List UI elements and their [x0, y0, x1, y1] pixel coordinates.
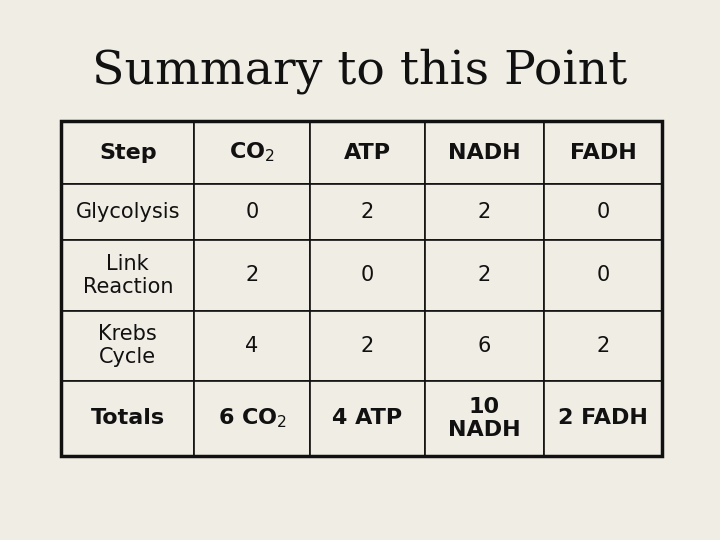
Bar	[310, 381, 425, 456]
Bar	[61, 122, 662, 456]
Text: 2: 2	[246, 265, 258, 286]
Text: 0: 0	[596, 202, 610, 222]
Text: 2: 2	[477, 265, 491, 286]
Text: 4: 4	[246, 335, 258, 356]
Text: FADH: FADH	[570, 143, 636, 163]
Text: Glycolysis: Glycolysis	[76, 202, 180, 222]
Text: 2: 2	[361, 335, 374, 356]
Bar	[544, 240, 662, 310]
Bar	[310, 184, 425, 240]
Text: 6: 6	[477, 335, 491, 356]
Text: NADH: NADH	[448, 143, 521, 163]
Text: Totals: Totals	[91, 408, 165, 429]
Text: 2: 2	[477, 202, 491, 222]
Text: Step: Step	[99, 143, 157, 163]
Bar	[425, 310, 544, 381]
Bar	[61, 122, 194, 184]
Text: CO$_2$: CO$_2$	[229, 141, 275, 164]
Text: 6 CO$_2$: 6 CO$_2$	[217, 407, 287, 430]
Text: 2: 2	[596, 335, 610, 356]
Text: 10
NADH: 10 NADH	[448, 397, 521, 440]
Bar	[194, 310, 310, 381]
Bar	[425, 122, 544, 184]
Bar	[544, 122, 662, 184]
Bar	[310, 122, 425, 184]
Bar	[61, 240, 194, 310]
Bar	[61, 184, 194, 240]
Bar	[194, 240, 310, 310]
Text: ATP: ATP	[343, 143, 391, 163]
Bar	[194, 122, 310, 184]
Text: 2 FADH: 2 FADH	[558, 408, 648, 429]
Bar	[544, 381, 662, 456]
Text: 0: 0	[596, 265, 610, 286]
Text: 0: 0	[361, 265, 374, 286]
Bar	[425, 240, 544, 310]
Bar	[425, 184, 544, 240]
Text: 0: 0	[246, 202, 258, 222]
Bar	[61, 310, 194, 381]
Text: 4 ATP: 4 ATP	[332, 408, 402, 429]
Bar	[425, 381, 544, 456]
Text: Link
Reaction: Link Reaction	[83, 254, 173, 297]
Bar	[544, 184, 662, 240]
Bar	[310, 310, 425, 381]
Bar	[194, 184, 310, 240]
Bar	[61, 381, 194, 456]
Bar	[310, 240, 425, 310]
Text: Krebs
Cycle: Krebs Cycle	[99, 324, 157, 367]
Bar	[544, 310, 662, 381]
Text: 2: 2	[361, 202, 374, 222]
Text: Summary to this Point: Summary to this Point	[92, 49, 628, 94]
Bar	[194, 381, 310, 456]
